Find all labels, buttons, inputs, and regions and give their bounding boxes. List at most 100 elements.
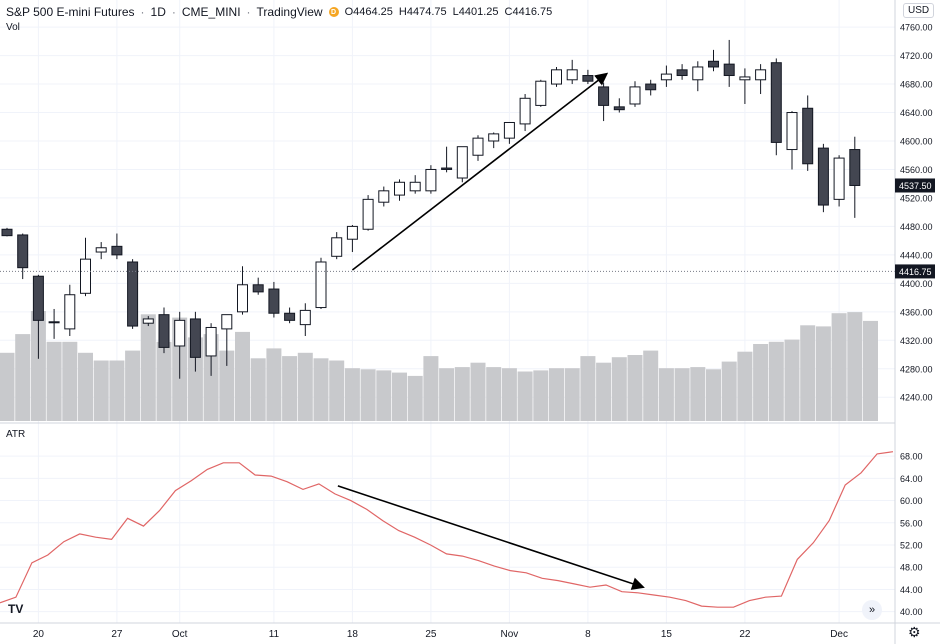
candle-down: [127, 261, 139, 327]
candle-down: [32, 275, 44, 321]
price-tick-label: 4400.00: [900, 279, 933, 289]
reference-price-badge: [895, 264, 935, 279]
volume-bar: [611, 357, 627, 421]
price-tick-label: 4520.00: [900, 193, 933, 203]
volume-bar: [93, 360, 109, 421]
candle-down: [598, 86, 610, 106]
candle-up: [64, 294, 76, 330]
current-price-badge: [895, 178, 935, 193]
volume-bar: [737, 351, 753, 421]
volume-bar: [721, 361, 737, 421]
volume-bar: [250, 358, 266, 421]
volume-bar: [392, 372, 407, 421]
delayed-data-badge[interactable]: D: [328, 7, 339, 17]
volume-bar: [501, 368, 517, 421]
volume-bar: [46, 341, 62, 421]
time-tick-label: 8: [585, 629, 591, 640]
candle-up: [409, 181, 421, 192]
volume-bar: [78, 352, 93, 421]
volume-bar: [863, 320, 878, 421]
candle-up: [551, 69, 562, 85]
volume-bar: [847, 312, 863, 421]
scroll-to-realtime-button[interactable]: »: [862, 600, 882, 620]
low-value: L4401.25: [452, 6, 499, 18]
symbol-name[interactable]: S&P 500 E-mini Futures: [6, 5, 135, 19]
candle-down: [708, 60, 719, 68]
atr-indicator: [0, 451, 894, 608]
volume-bar: [407, 375, 423, 421]
high-value: H4474.75: [398, 6, 447, 18]
atr-legend-label[interactable]: ATR: [6, 429, 26, 440]
price-tick-label: 4560.00: [900, 165, 933, 175]
volume-bar: [643, 350, 659, 421]
volume-bar: [62, 341, 78, 421]
candle-up: [299, 309, 311, 326]
volume-bar: [109, 360, 125, 421]
candlesticks: [1, 39, 861, 379]
volume-bar: [596, 362, 612, 421]
atr-tick-label: 68.00: [900, 452, 923, 462]
atr-tick-label: 44.00: [900, 585, 923, 595]
candle-up: [692, 66, 704, 81]
volume-bar: [329, 360, 345, 421]
volume-bar: [423, 356, 439, 421]
candle-up: [221, 314, 233, 330]
volume-bar: [815, 326, 831, 421]
volume-bar: [658, 368, 674, 421]
candle-up: [739, 76, 751, 81]
candle-down: [17, 234, 29, 269]
candle-up: [362, 198, 374, 230]
grid-lines: [0, 0, 895, 623]
volume-bar: [439, 368, 455, 421]
candle-up: [503, 121, 515, 139]
volume-bar: [30, 311, 46, 421]
atr-tick-label: 56.00: [900, 518, 923, 528]
tradingview-logo[interactable]: TV: [8, 602, 24, 616]
reference-price-label: 4416.75: [899, 267, 932, 277]
candle-up: [456, 146, 468, 179]
time-tick-label: Dec: [830, 629, 848, 640]
currency-selector[interactable]: USD: [903, 3, 935, 18]
atr-tick-label: 48.00: [900, 563, 923, 573]
candle-down: [817, 147, 829, 206]
candle-down: [676, 69, 688, 77]
price-tick-label: 4360.00: [900, 307, 933, 317]
candle-up: [315, 261, 327, 309]
candle-up: [237, 284, 248, 313]
interval[interactable]: 1D: [150, 5, 166, 19]
candle-up: [378, 190, 390, 203]
candle-up: [331, 237, 343, 257]
trend-arrows: [337, 72, 645, 590]
candle-down: [802, 107, 814, 165]
atr-tick-label: 40.00: [900, 607, 923, 617]
candle-down: [189, 318, 201, 358]
candle-up: [205, 326, 217, 357]
settings-gear-icon[interactable]: ⚙: [908, 624, 921, 640]
volume-bar: [533, 370, 549, 421]
volume-bar: [360, 369, 376, 421]
price-tick-label: 4600.00: [900, 136, 933, 146]
symbol-header: S&P 500 E-mini Futures · 1D · CME_MINI ·…: [6, 5, 553, 19]
candle-down: [723, 63, 735, 77]
volume-bar: [784, 339, 800, 421]
candle-down: [441, 167, 453, 170]
candle-down: [645, 83, 657, 91]
volume-bar: [470, 362, 486, 421]
volume-legend-label[interactable]: Vol: [6, 22, 20, 33]
time-tick-label: 20: [33, 629, 45, 640]
candle-up: [833, 157, 845, 200]
atr-downtrend-arrow: [337, 485, 645, 590]
price-tick-label: 4440.00: [900, 250, 933, 260]
candle-up: [566, 69, 578, 81]
atr-tick-label: 64.00: [900, 474, 923, 484]
time-tick-label: Oct: [172, 629, 188, 640]
candle-down: [1, 228, 13, 237]
volume-bar: [125, 350, 141, 421]
price-tick-label: 4720.00: [900, 51, 933, 61]
price-tick-label: 4320.00: [900, 336, 933, 346]
candle-down: [268, 288, 280, 314]
volume-bar: [282, 356, 298, 421]
atr-line: [0, 451, 894, 608]
close-value: C4416.75: [504, 6, 553, 18]
